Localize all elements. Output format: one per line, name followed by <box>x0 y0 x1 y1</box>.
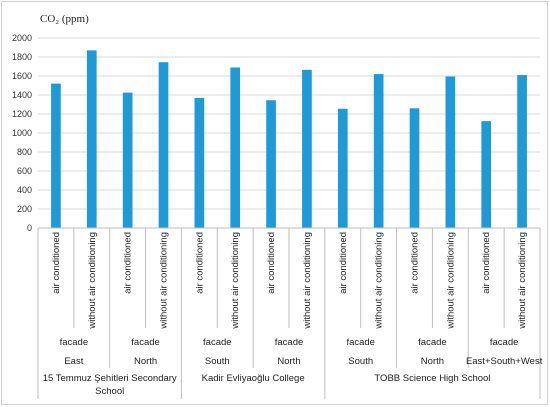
y-tick-label: 1400 <box>12 90 32 100</box>
condition-label: without air conditioning <box>445 232 456 330</box>
school-label: Kadir Evliyaoğlu College <box>202 373 305 384</box>
y-tick-label: 1800 <box>12 52 32 62</box>
facade-label: facade <box>131 337 160 348</box>
y-tick-label: 2000 <box>12 33 32 43</box>
facade-direction-label: East+South+West <box>466 356 543 367</box>
condition-label: air conditioned <box>481 232 492 294</box>
condition-label: without air conditioning <box>230 232 241 330</box>
school-label: School <box>95 386 124 397</box>
bar <box>86 50 97 228</box>
condition-label: air conditioned <box>266 232 277 294</box>
facade-direction-label: North <box>277 356 300 367</box>
y-tick-label: 1200 <box>12 109 32 119</box>
bar <box>517 75 527 228</box>
condition-label: without air conditioning <box>87 232 98 330</box>
y-tick-label: 1000 <box>12 128 32 138</box>
y-tick-label: 800 <box>17 147 32 157</box>
condition-label: air conditioned <box>123 232 134 294</box>
facade-direction-label: North <box>134 356 157 367</box>
facade-direction-label: South <box>205 356 230 367</box>
bar <box>409 108 420 228</box>
category-dividers <box>37 227 541 399</box>
facade-label: facade <box>203 337 232 348</box>
facade-label: facade <box>60 337 89 348</box>
condition-label: air conditioned <box>410 232 421 294</box>
y-tick-labels: 0 200 400 600 800 1000 1200 1400 1600 1800 2000 <box>12 33 32 233</box>
facade-direction-label: North <box>421 356 444 367</box>
bar <box>373 74 384 228</box>
bar <box>230 67 241 228</box>
category-labels: air conditioned without air conditioning a… <box>43 232 543 397</box>
bar <box>302 69 312 228</box>
y-axis-label: CO₂ (ppm) <box>40 13 89 25</box>
bar <box>266 100 276 228</box>
bars <box>51 50 527 228</box>
bar <box>481 121 492 228</box>
facade-direction-label: South <box>348 356 373 367</box>
facade-direction-label: East <box>64 356 83 367</box>
condition-label: air conditioned <box>194 232 205 294</box>
facade-label: facade <box>275 337 304 348</box>
school-label: 15 Temmuz Şehitleri Secondary <box>43 373 177 384</box>
bar <box>158 62 169 228</box>
grid-lines <box>38 37 540 229</box>
y-tick-label: 0 <box>27 223 32 233</box>
bar <box>122 92 133 228</box>
y-tick-label: 600 <box>17 166 32 176</box>
bar <box>337 108 348 228</box>
condition-label: without air conditioning <box>517 232 528 330</box>
facade-label: facade <box>490 337 519 348</box>
school-label: TOBB Science High School <box>374 373 490 384</box>
condition-label: without air conditioning <box>302 232 313 330</box>
bar <box>194 97 205 228</box>
condition-label: air conditioned <box>51 232 62 294</box>
facade-label: facade <box>346 337 375 348</box>
bar <box>445 76 456 228</box>
y-tick-label: 1600 <box>12 71 32 81</box>
facade-label: facade <box>418 337 447 348</box>
condition-label: without air conditioning <box>159 232 170 330</box>
y-tick-label: 200 <box>17 204 32 214</box>
y-tick-label: 400 <box>17 185 32 195</box>
bar <box>51 83 61 228</box>
condition-label: without air conditioning <box>374 232 385 330</box>
condition-label: air conditioned <box>338 232 349 294</box>
